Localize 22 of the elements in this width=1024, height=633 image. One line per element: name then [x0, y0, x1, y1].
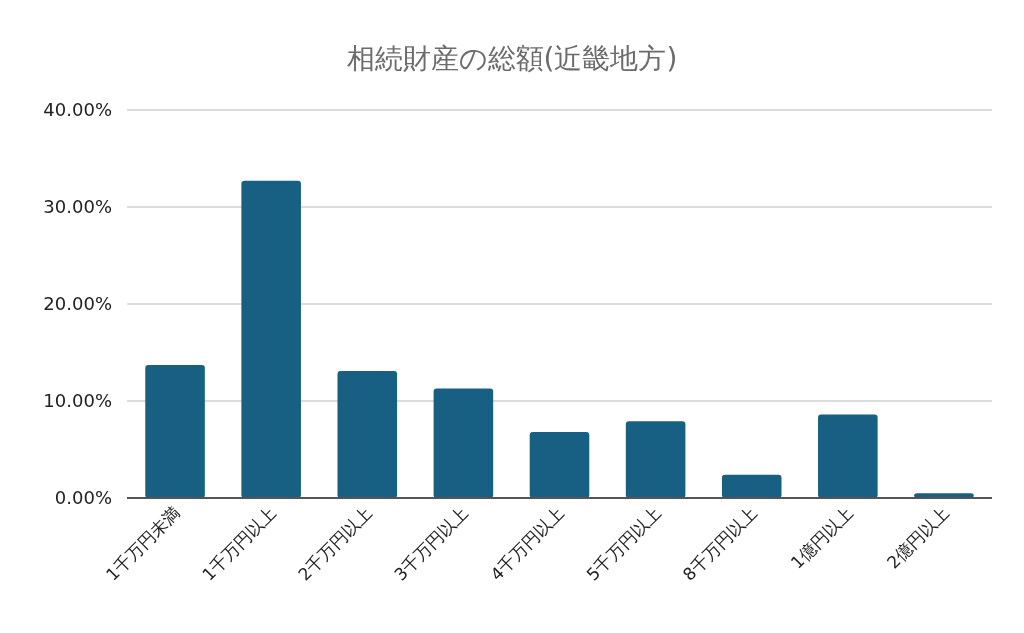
- bar: [529, 432, 590, 498]
- x-tick-label: 4千万円以上: [486, 502, 569, 585]
- y-tick-label: 10.00%: [43, 390, 112, 411]
- bar: [241, 180, 301, 498]
- y-tick-label: 20.00%: [43, 293, 112, 314]
- bar: [145, 365, 205, 498]
- y-tick-label: 0.00%: [54, 487, 112, 508]
- y-tick-label: 30.00%: [43, 196, 112, 217]
- x-tick-label: 2千万円以上: [294, 502, 377, 585]
- x-tick-label: 1億円以上: [786, 502, 857, 573]
- y-tick-label: 40.00%: [43, 99, 112, 120]
- x-tick-label: 1千万円以上: [198, 502, 280, 585]
- x-tick-label: 8千万円以上: [678, 502, 761, 585]
- x-tick-label: 5千万円以上: [582, 502, 665, 585]
- bar: [337, 370, 398, 498]
- x-tick-label: 2億円以上: [882, 502, 953, 573]
- bar: [818, 414, 878, 498]
- bar: [721, 474, 782, 498]
- bar: [625, 421, 686, 498]
- bar: [433, 388, 494, 498]
- chart-title: 相続財産の総額(近畿地方): [346, 42, 678, 75]
- x-tick-label: 3千万円以上: [390, 502, 473, 585]
